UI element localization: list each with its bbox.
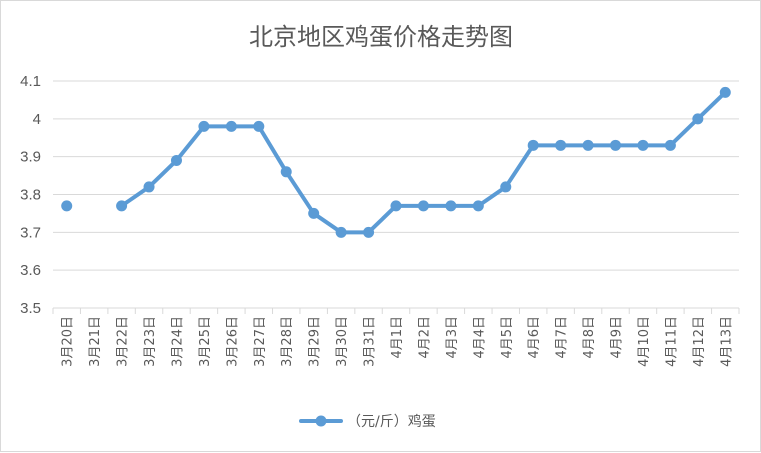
data-point	[719, 86, 731, 98]
y-tick-label: 3.7	[20, 224, 41, 241]
data-point	[198, 120, 210, 132]
x-tick-label: 4月6日	[527, 316, 542, 359]
x-tick-label: 4月11日	[664, 316, 679, 367]
y-tick-label: 3.8	[20, 187, 41, 204]
data-point	[225, 120, 237, 132]
data-point	[143, 181, 155, 193]
y-axis-ticks: 3.5 3.6 3.7 3.8 3.9 4 4.1	[20, 73, 41, 317]
data-point	[335, 226, 347, 238]
x-tick-label: 3月23日	[143, 316, 158, 367]
y-tick-label: 4	[33, 111, 41, 128]
x-tick-label: 3月21日	[88, 316, 103, 367]
x-tick-label: 3月30日	[335, 316, 350, 367]
legend-label: （元/斤）鸡蛋	[347, 413, 436, 430]
data-point	[637, 139, 649, 151]
x-tick-label: 4月2日	[417, 316, 432, 359]
data-point	[390, 200, 402, 212]
x-tick-label: 4月1日	[390, 316, 405, 359]
x-tick-label: 4月3日	[445, 316, 460, 359]
x-tick-label: 4月8日	[582, 316, 597, 359]
data-point	[363, 226, 375, 238]
legend: （元/斤）鸡蛋	[299, 413, 436, 430]
y-tick-label: 3.6	[20, 262, 41, 279]
x-tick-label: 4月13日	[719, 316, 734, 367]
x-tick-label: 3月29日	[308, 316, 323, 367]
data-point	[664, 139, 676, 151]
x-tick-label: 3月26日	[225, 316, 240, 367]
y-tick-label: 4.1	[20, 73, 41, 90]
x-tick-label: 4月9日	[610, 316, 625, 359]
x-tick-label: 3月20日	[61, 316, 76, 367]
y-tick-label: 3.5	[20, 300, 41, 317]
data-point	[555, 139, 567, 151]
data-point	[280, 166, 292, 178]
x-tick-label: 3月25日	[198, 316, 213, 367]
x-tick-label: 3月27日	[253, 316, 268, 367]
x-tick-label: 4月10日	[637, 316, 652, 367]
data-point	[308, 207, 320, 219]
chart-title: 北京地区鸡蛋价格走势图	[249, 23, 513, 51]
data-point	[472, 200, 484, 212]
x-tick-label: 3月24日	[170, 316, 185, 367]
data-point	[610, 139, 622, 151]
data-point	[692, 113, 704, 125]
data-point	[253, 120, 265, 132]
x-axis-ticks: 3月20日 3月21日 3月22日 3月23日 3月24日 3月25日 3月26日 3月27日…	[61, 316, 735, 367]
data-point	[170, 154, 182, 166]
data-point	[500, 181, 512, 193]
x-tick-label: 3月31日	[363, 316, 378, 367]
x-tick-label: 3月28日	[280, 316, 295, 367]
data-point	[417, 200, 429, 212]
x-tick-label: 4月7日	[555, 316, 570, 359]
legend-point-marker	[315, 415, 327, 427]
data-point	[116, 200, 128, 212]
gridlines	[53, 80, 739, 271]
x-axis	[52, 307, 740, 314]
data-point	[445, 200, 457, 212]
y-tick-label: 3.9	[20, 149, 41, 166]
data-point	[527, 139, 539, 151]
x-tick-label: 4月4日	[472, 316, 487, 359]
data-point	[61, 200, 73, 212]
series-layer	[61, 86, 731, 238]
x-tick-label: 4月5日	[500, 316, 515, 359]
data-point	[582, 139, 594, 151]
x-tick-label: 4月12日	[692, 316, 707, 367]
x-tick-label: 3月22日	[116, 316, 131, 367]
